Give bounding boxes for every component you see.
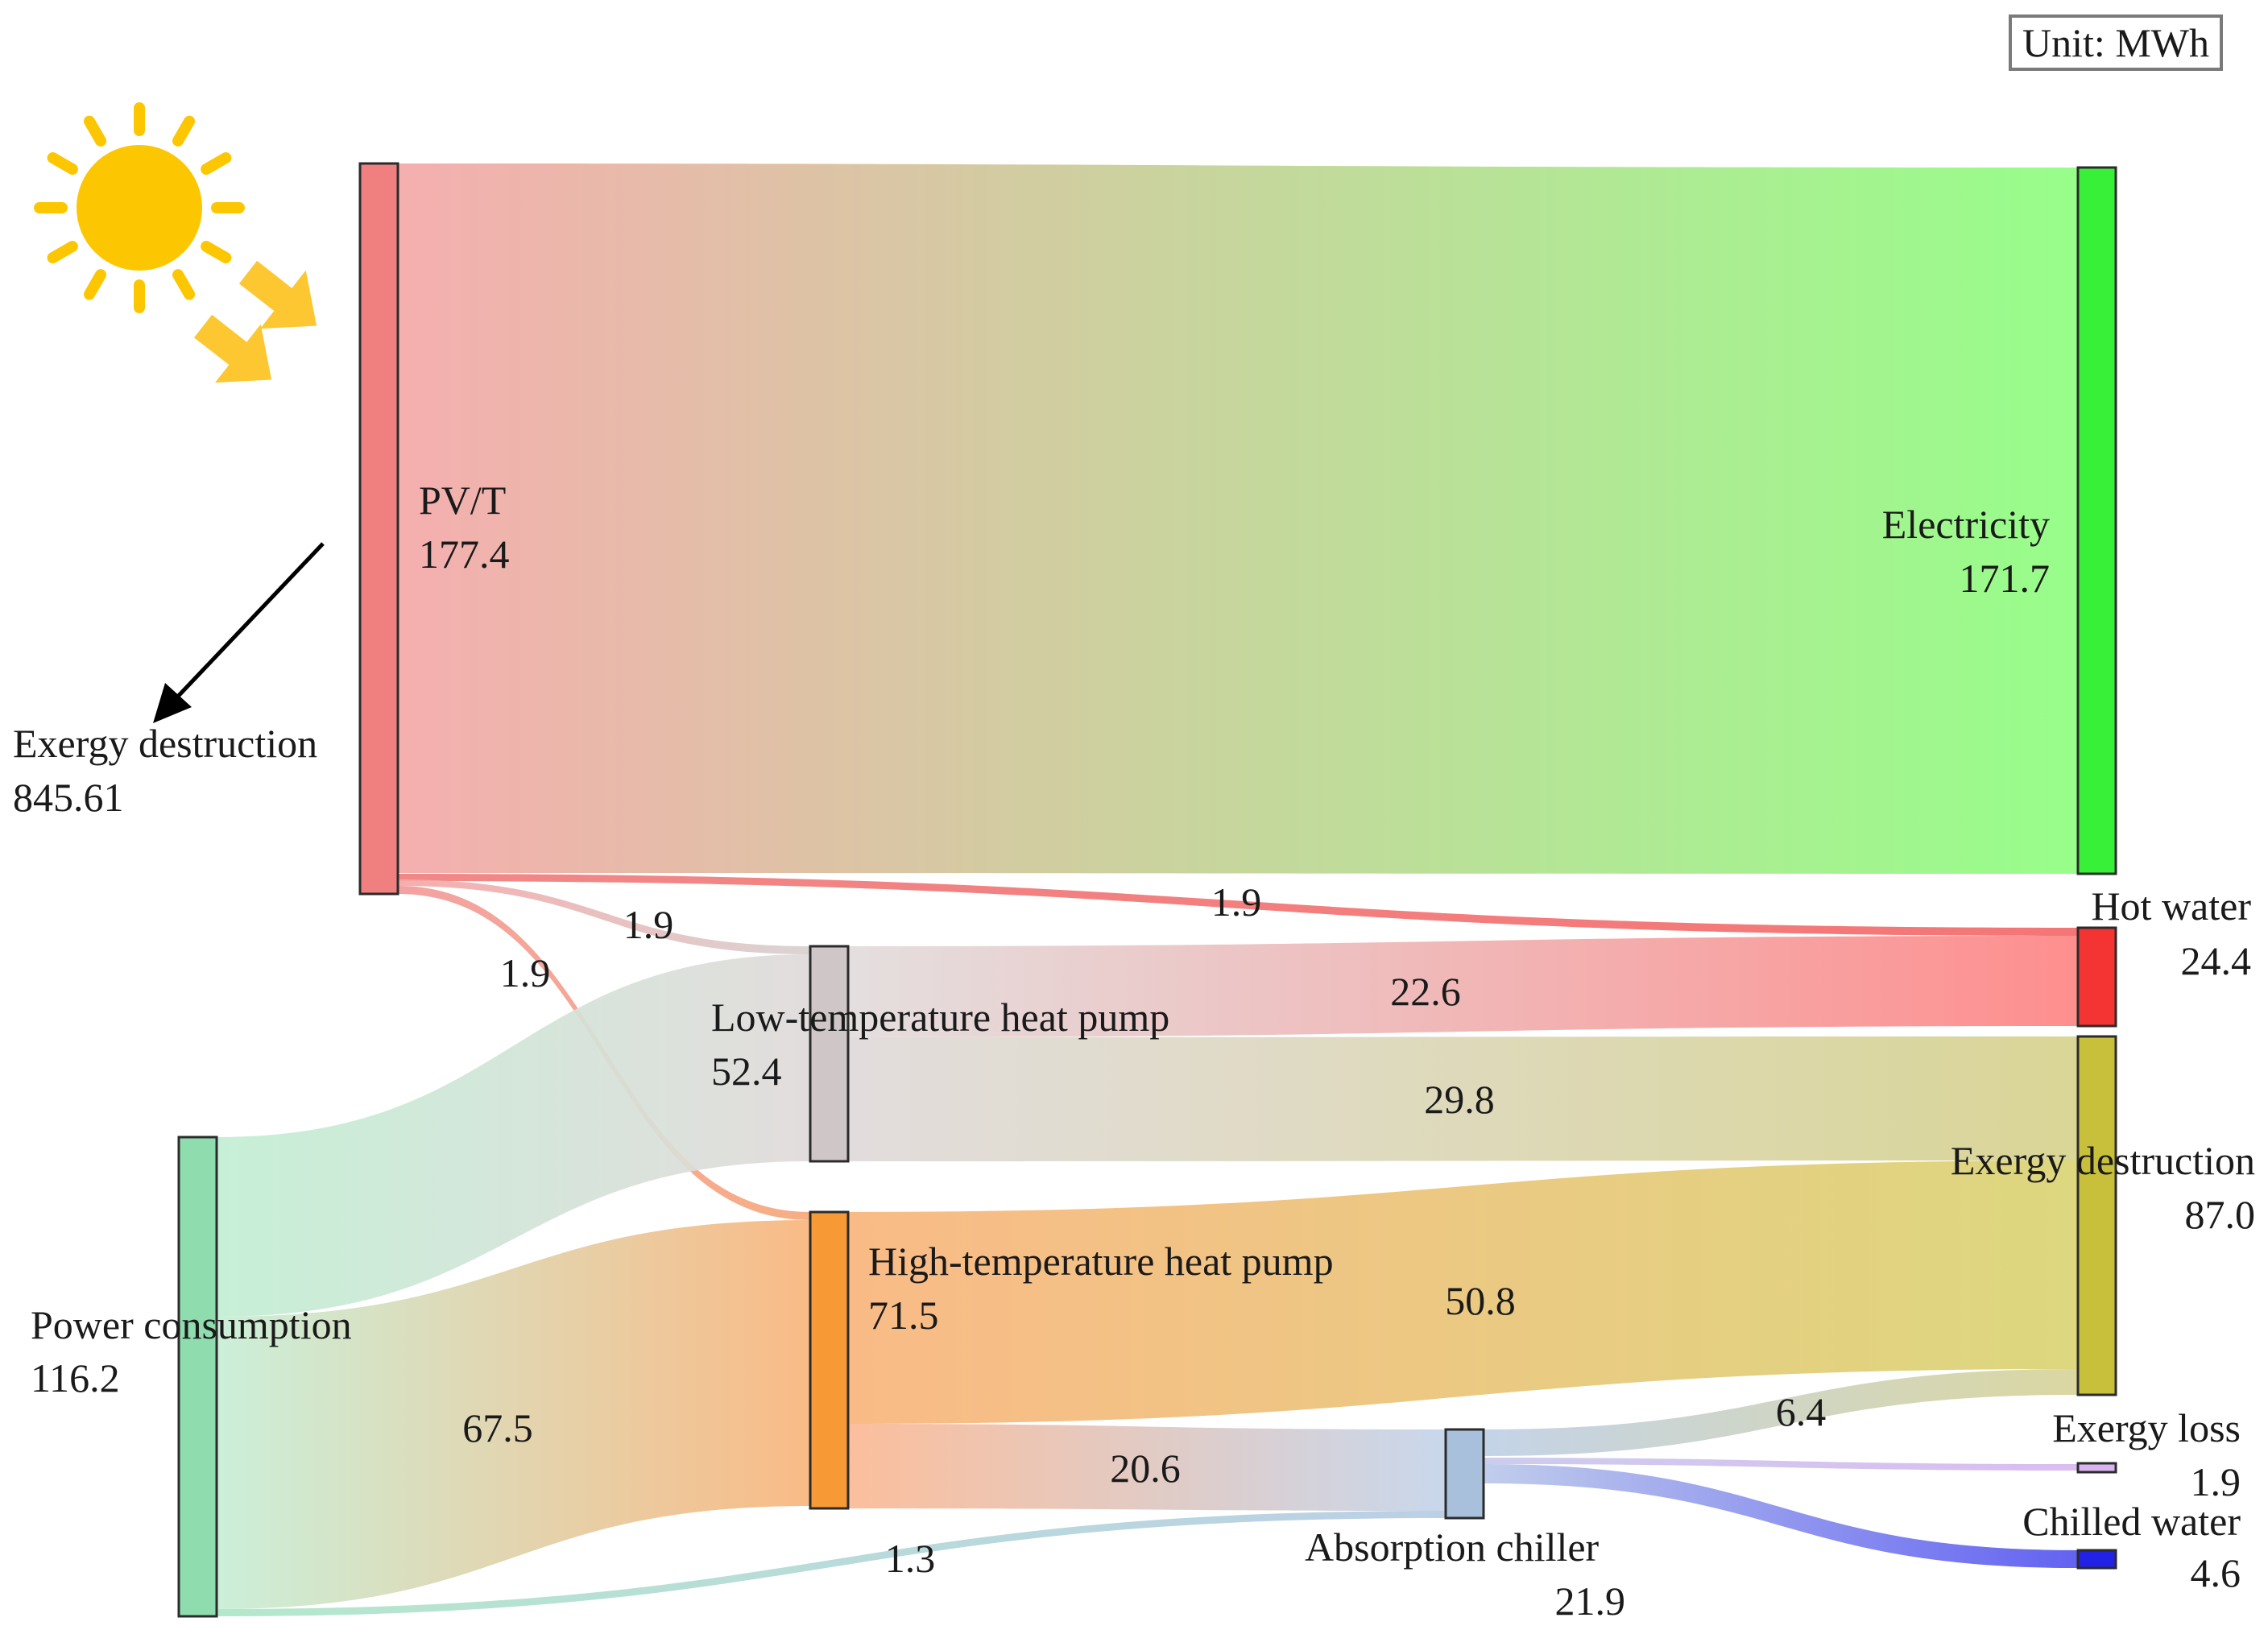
node-value-chilled: 4.6 xyxy=(2191,1550,2241,1595)
sun-disc xyxy=(77,145,202,271)
node-name-highhp: High-temperature heat pump xyxy=(868,1239,1334,1284)
annotations: Exergy destruction 845.61 xyxy=(13,542,325,820)
node-chiller xyxy=(1444,1428,1485,1520)
link-value-chiller-to-exdest: 6.4 xyxy=(1776,1389,1827,1434)
node-electricity xyxy=(2076,166,2117,875)
sun-ray xyxy=(201,152,232,175)
link-value-lowhp-to-exdest: 29.8 xyxy=(1424,1077,1495,1122)
node-lowhp xyxy=(809,945,850,1163)
exergy-destruction-arrow-icon xyxy=(171,542,325,704)
node-value-exloss: 1.9 xyxy=(2191,1459,2241,1504)
node-power xyxy=(177,1136,218,1618)
link-highhp-to-exdest xyxy=(848,1160,2078,1424)
node-value-pvt: 177.4 xyxy=(419,532,510,577)
sunlight-arrow-icon xyxy=(238,260,317,329)
link-value-lowhp-to-hotwater: 22.6 xyxy=(1390,969,1461,1014)
external-exergy-label: Exergy destruction xyxy=(13,721,317,766)
sun-ray xyxy=(172,115,195,147)
node-name-exloss: Exergy loss xyxy=(2052,1405,2241,1450)
node-name-chilled: Chilled water xyxy=(2022,1499,2241,1544)
sun-ray xyxy=(47,241,78,263)
node-value-chiller: 21.9 xyxy=(1555,1578,1626,1624)
link-value-power-to-highhp: 67.5 xyxy=(462,1405,533,1450)
node-exdest xyxy=(2076,1035,2117,1396)
link-value-highhp-to-exdest: 50.8 xyxy=(1445,1278,1516,1323)
link-value-pvt-to-hotwater: 1.9 xyxy=(1211,879,1262,925)
sun-icon xyxy=(34,102,317,383)
node-name-pvt: PV/T xyxy=(419,478,506,523)
link-power-to-lowhp xyxy=(217,954,810,1317)
link-lowhp-to-hotwater xyxy=(848,936,2078,1037)
unit-label: Unit: MWh xyxy=(2009,14,2223,71)
node-pvt xyxy=(358,162,399,896)
node-value-power: 116.2 xyxy=(31,1355,120,1400)
link-power-to-highhp xyxy=(217,1220,810,1609)
sankey-nodes xyxy=(177,162,2117,1618)
node-hotwater xyxy=(2076,926,2117,1028)
node-highhp xyxy=(809,1210,850,1510)
link-chiller-to-chilled xyxy=(1484,1464,2078,1568)
external-exergy-value: 845.61 xyxy=(13,775,124,820)
node-value-hotwater: 24.4 xyxy=(2181,938,2252,983)
node-name-electricity: Electricity xyxy=(1882,502,2050,547)
node-value-exdest: 87.0 xyxy=(2185,1192,2256,1237)
node-name-power: Power consumption xyxy=(31,1302,352,1347)
node-name-lowhp: Low-temperature heat pump xyxy=(711,995,1169,1040)
sun-ray xyxy=(47,152,78,175)
node-chilled xyxy=(2076,1549,2117,1570)
node-value-highhp: 71.5 xyxy=(868,1293,939,1338)
node-name-chiller: Absorption chiller xyxy=(1305,1525,1600,1570)
sun-ray xyxy=(84,115,106,147)
node-name-exdest: Exergy destruction xyxy=(1951,1138,2255,1183)
link-value-pvt-to-highhp: 1.9 xyxy=(500,950,551,995)
link-pvt-to-electricity xyxy=(398,163,2078,874)
sun-ray xyxy=(201,241,232,263)
link-lowhp-to-exdest xyxy=(848,1036,2078,1161)
sun-ray xyxy=(172,269,195,300)
link-value-pvt-to-lowhp: 1.9 xyxy=(623,902,674,947)
sun-ray xyxy=(84,269,106,300)
node-value-electricity: 171.7 xyxy=(1960,556,2051,601)
link-pvt-to-lowhp xyxy=(398,879,810,954)
sankey-labels: PV/T 177.4 Power consumption 116.2 Low-tempe… xyxy=(31,478,2255,1624)
node-value-lowhp: 52.4 xyxy=(711,1049,782,1094)
node-name-hotwater: Hot water xyxy=(2091,883,2251,929)
sankey-links xyxy=(217,163,2078,1616)
link-chiller-to-exloss xyxy=(1484,1458,2078,1471)
sunlight-arrow-icon xyxy=(193,314,272,383)
node-exloss xyxy=(2076,1462,2117,1474)
link-pvt-to-hotwater xyxy=(398,874,2078,936)
link-power-to-chiller xyxy=(217,1511,1446,1616)
link-value-highhp-to-chiller: 20.6 xyxy=(1110,1446,1181,1491)
link-chiller-to-exdest xyxy=(1484,1369,2078,1456)
link-highhp-to-chiller xyxy=(848,1424,1446,1511)
link-value-power-to-chiller: 1.3 xyxy=(885,1536,936,1581)
arrowhead-icon xyxy=(153,683,192,723)
